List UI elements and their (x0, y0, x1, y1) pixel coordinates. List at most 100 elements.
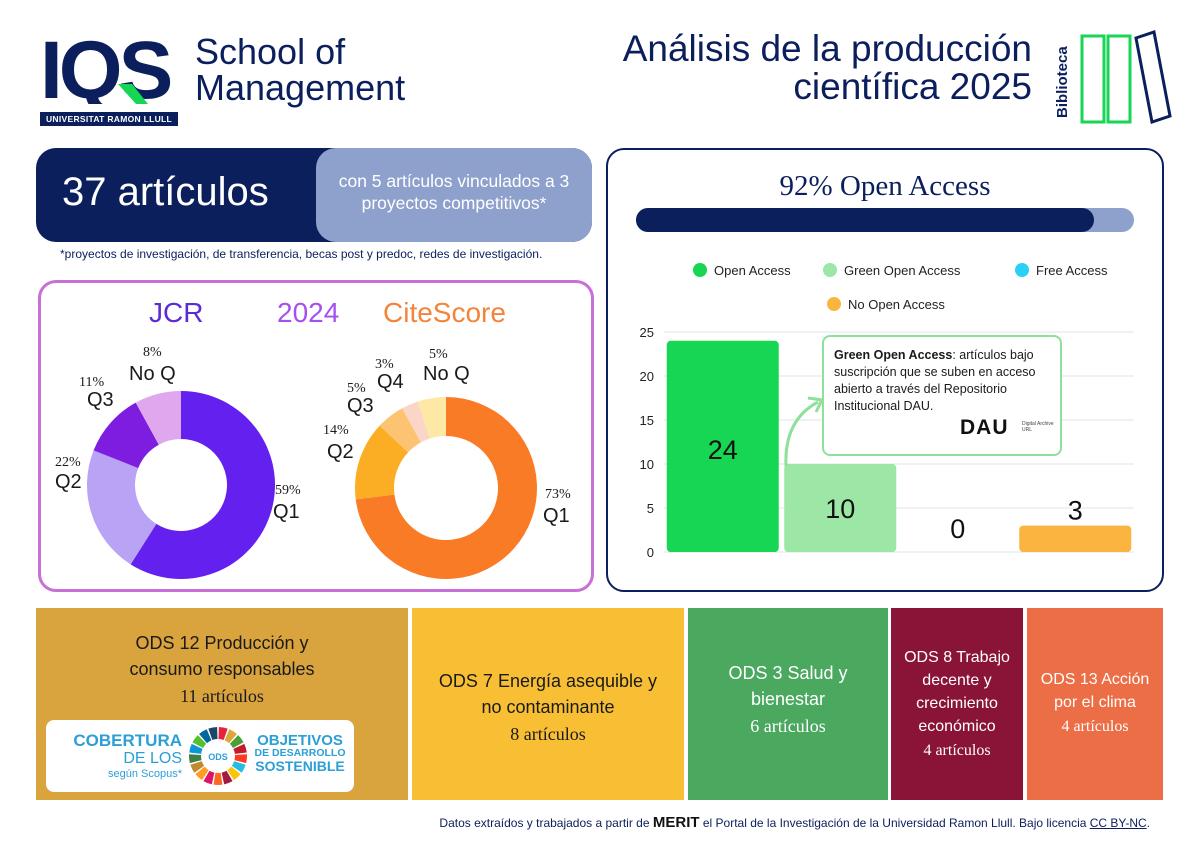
y-tick-10: 10 (640, 457, 654, 472)
bar-value-0: 24 (708, 435, 738, 465)
legend-label-2: Free Access (1036, 263, 1108, 278)
legend-label-3: No Open Access (848, 297, 945, 312)
open-access-progress-track (636, 208, 1134, 232)
y-tick-0: 0 (647, 545, 654, 560)
ods-8-line-2: decente y (922, 672, 992, 689)
ods-wheel-segment-3 (233, 743, 247, 754)
y-tick-15: 15 (640, 413, 654, 428)
school-name: School of Management (195, 34, 405, 106)
title-line-1: Análisis de la producción (622, 28, 1032, 69)
jcr-donut-chart (87, 391, 275, 579)
ods-7-card: ODS 7 Energía asequible y no contaminant… (412, 608, 684, 800)
ods-wheel-segment-5 (231, 761, 246, 773)
title-line-2: científica 2025 (793, 66, 1032, 107)
ods-wheel-segment-2 (229, 735, 244, 748)
y-tick-5: 5 (647, 501, 654, 516)
jcr-label: JCR (149, 297, 204, 328)
sdg-logo-text: OBJETIVOS DE DESARROLLO SOSTENIBLE (250, 732, 350, 774)
ods-8-line-1: ODS 8 Trabajo (904, 649, 1010, 666)
ods-8-card: ODS 8 Trabajo decente y crecimiento econ… (891, 608, 1023, 800)
articles-linked: con 5 artículos vinculados a 3 proyectos… (316, 148, 592, 242)
donut-cite-pct-no-q: 5% (429, 347, 448, 362)
sdg-logo-line-2: DE DESARROLLO (254, 747, 346, 759)
management-text: Management (195, 67, 406, 108)
donut-cite-label-q1: Q1 (543, 505, 570, 527)
ods-7-count: 8 artículos (510, 724, 586, 744)
donut-cite-label-q4: Q4 (377, 371, 404, 393)
ods-wheel-segment-16 (208, 727, 218, 740)
ods-wheel-segment-9 (203, 770, 215, 785)
ods-wheel-segment-4 (234, 754, 247, 764)
donut-cite-slice-q1 (355, 397, 537, 579)
y-tick-20: 20 (640, 369, 654, 384)
donut-jcr-slice-no-q (135, 391, 181, 445)
donut-jcr-label-q1: Q1 (273, 501, 300, 523)
license-link[interactable]: CC BY-NC (1089, 816, 1147, 830)
donut-jcr-label-q3: Q3 (87, 389, 114, 411)
coverage-source: según Scopus* (108, 768, 182, 780)
bar-value-2: 0 (950, 514, 965, 544)
ods-wheel-icon: ODS (189, 727, 247, 785)
iqs-logo-accent (118, 84, 148, 104)
ods-3-count: 6 artículos (750, 716, 826, 736)
ods-12-line-2: consumo responsables (129, 659, 315, 679)
merit-logo: MERIT (652, 814, 700, 831)
donut-cite-pct-q3: 5% (347, 381, 366, 396)
donut-cite-slice-q4 (402, 401, 430, 443)
ods-3-line-1: ODS 3 Salud y (728, 663, 848, 683)
university-label: UNIVERSITAT RAMON LLULL (40, 112, 178, 126)
books-icon (1080, 30, 1172, 124)
biblioteca-label: Biblioteca (1054, 46, 1071, 118)
dau-logo: DAU (960, 416, 1009, 439)
donut-jcr-slice-q1 (130, 391, 275, 579)
articles-count: 37 artículos (62, 170, 269, 214)
ods-13-card: ODS 13 Acción por el clima 4 artículos (1027, 608, 1163, 800)
donut-jcr-label-q2: Q2 (55, 471, 82, 493)
y-tick-25: 25 (640, 325, 654, 340)
ods-13-count: 4 artículos (1061, 718, 1129, 735)
open-access-progress-fill (636, 208, 1095, 232)
callout-text: : artículos bajo suscripción que se sube… (834, 348, 1036, 413)
donut-jcr-pct-q2: 22% (55, 455, 81, 470)
citescore-label: CiteScore (383, 297, 506, 328)
citescore-donut-chart (355, 397, 537, 579)
bar-value-3: 3 (1068, 496, 1083, 526)
quartile-panel: JCR 2024 CiteScore 59% Q1 22% Q2 11% Q3 8% No Q… (38, 280, 594, 592)
year-label: 2024 (277, 297, 340, 328)
school-of-text: School of (195, 31, 346, 72)
donut-jcr-pct-q3: 11% (79, 375, 105, 390)
iqs-logo: IQS School of Management UNIVERSITAT RAM… (40, 32, 440, 128)
donut-jcr-label-no-q: No Q (129, 363, 176, 385)
donut-cite-slice-q2 (355, 425, 409, 500)
ods-7-line-2: no contaminante (481, 697, 615, 717)
coverage-subtitle: DE LOS (123, 750, 182, 767)
ods-7-line-1: ODS 7 Energía asequible y (438, 671, 658, 691)
open-access-bar-chart: Open Access Green Open Access Free Access N… (640, 263, 1134, 560)
ods-wheel-segment-13 (189, 743, 203, 754)
donut-cite-label-no-q: No Q (423, 363, 470, 385)
bar-no-open-access (1019, 525, 1132, 552)
ods-wheel-segment-12 (189, 754, 202, 764)
donut-jcr-pct-q1: 59% (275, 483, 301, 498)
ods-wheel-segment-8 (213, 772, 223, 785)
donut-cite-label-q3: Q3 (347, 395, 374, 417)
legend-marker-1 (823, 263, 837, 277)
articles-footnote: *proyectos de investigación, de transfer… (60, 247, 543, 261)
ods-3-card: ODS 3 Salud y bienestar 6 artículos (688, 608, 888, 800)
footer-text-3: . (1146, 816, 1150, 830)
donut-jcr-slice-q3 (93, 402, 159, 469)
bar-open-access (666, 340, 779, 552)
legend-marker-3 (827, 297, 841, 311)
ods-12-count: 11 artículos (180, 686, 264, 706)
sdg-logo-line-3: SOSTENIBLE (255, 758, 345, 774)
ods-wheel-segment-14 (192, 735, 207, 748)
donut-jcr-slice-q2 (87, 450, 157, 565)
donut-cite-label-q2: Q2 (327, 441, 354, 463)
footer-credit: Datos extraídos y trabajados a partir de… (0, 814, 1150, 831)
green-oa-callout: Green Open Access: artículos bajo suscri… (822, 335, 1062, 456)
donut-cite-pct-q2: 14% (323, 423, 349, 438)
ods-8-line-3: crecimiento (916, 695, 998, 712)
coverage-title: COBERTURA (73, 731, 182, 750)
callout-bold: Green Open Access (834, 348, 953, 362)
sdg-logo-line-1: OBJETIVOS (257, 732, 343, 749)
